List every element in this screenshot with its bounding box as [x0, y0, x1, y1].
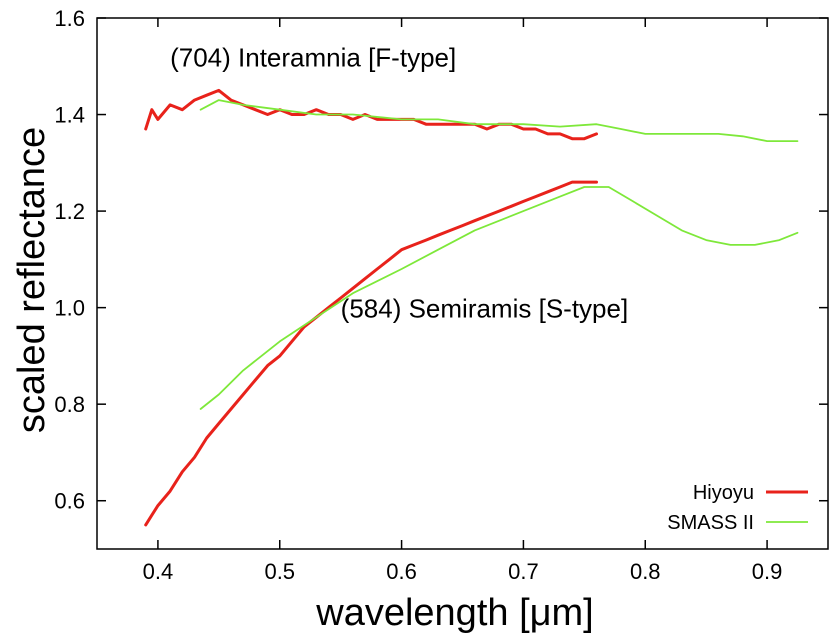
axis-ticks: 0.4 0.5 0.6 0.7 0.8 0.9 0.6 0.8 1.0 1.2 1.4 1.6 [54, 6, 828, 584]
series-smass-ii-interamnia-line [199, 99, 799, 143]
x-tick-label: 0.6 [386, 559, 417, 584]
x-tick-label: 0.4 [143, 559, 174, 584]
legend: Hiyoyu SMASS II [667, 482, 808, 534]
y-tick-label: 0.8 [54, 392, 85, 417]
y-axis-title: scaled reflectance [11, 127, 53, 433]
y-tick-label: 1.0 [54, 296, 85, 321]
y-tick-label: 1.4 [54, 103, 85, 128]
series-layer [144, 88, 799, 527]
annotations: (704) Interamnia [F-type] (584) Semiramis… [170, 42, 628, 323]
x-tick-label: 0.5 [264, 559, 295, 584]
series-hiyoyu-interamnia-line [144, 88, 598, 141]
y-tick-label: 0.6 [54, 489, 85, 514]
x-tick-label: 0.8 [630, 559, 661, 584]
annotation-label: (704) Interamnia [F-type] [170, 42, 456, 72]
series-smass-ii-semiramis-line [199, 186, 799, 410]
plot-frame [96, 17, 829, 550]
x-axis-title: wavelength [μm] [315, 592, 593, 634]
legend-label: SMASS II [667, 512, 754, 534]
annotation-label: (584) Semiramis [S-type] [341, 293, 629, 323]
legend-label: Hiyoyu [693, 482, 754, 504]
series-hiyoyu-semiramis-line [144, 180, 598, 527]
x-tick-label: 0.9 [752, 559, 783, 584]
y-tick-label: 1.6 [54, 6, 85, 31]
y-tick-label: 1.2 [54, 199, 85, 224]
x-tick-label: 0.7 [508, 559, 539, 584]
